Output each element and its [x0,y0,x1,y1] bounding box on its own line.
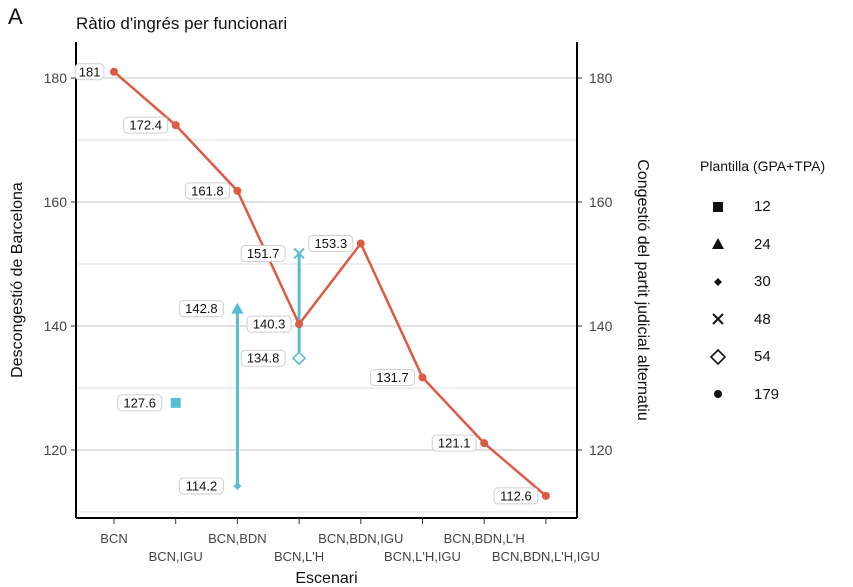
legend: Plantilla (GPA+TPA) 12 24 30 48 54 179 [700,158,825,413]
legend-label: 54 [754,348,771,366]
legend-marker [712,238,724,250]
data-point [356,239,365,248]
legend-label: 179 [754,385,780,403]
data-label: 161.8 [191,183,224,198]
data-label: 172.4 [129,118,162,133]
data-label-box [74,63,105,81]
data-point [293,247,305,260]
x-tick-label: BCN,BDN,L'H [444,531,525,546]
legend-item: 30 [700,263,825,301]
y-tick-label-right: 140 [589,318,613,334]
legend-label: 48 [754,310,771,328]
data-point [291,351,307,366]
y-tick-label-left: 140 [44,318,68,334]
data-point [110,67,118,76]
y-tick-label-right: 160 [589,194,613,210]
x-tick-label: BCN [100,531,127,546]
legend-marker [714,277,722,286]
legend-key-open-diamond-icon [700,347,736,367]
data-label-box [178,300,224,318]
data-label-box [240,244,286,262]
data-label: 140.3 [253,317,286,332]
data-label-box [240,349,286,367]
data-label: 121.1 [438,436,471,451]
data-label: 181 [79,64,101,79]
data-label-box [123,116,169,134]
data-label: 131.7 [376,370,409,385]
legend-label: 24 [754,235,771,253]
y-tick-label-right: 120 [589,442,613,458]
y-axis-title-left: Descongestió de Barcelona [9,182,26,378]
data-label-box [246,315,292,333]
x-tick-label: BCN,BDN [208,531,267,546]
data-label: 134.8 [247,351,280,366]
legend-item: 179 [700,376,825,414]
x-tick-label: BCN,L'H,IGU [384,549,461,564]
legend-label: 30 [754,273,771,291]
x-tick-label: BCN,BDN,IGU [318,531,403,546]
legend-items: 12 24 30 48 54 179 [700,188,825,413]
y-axis-title-right: Congestió del partit judicial alternatiu [634,159,651,420]
series-line [113,70,547,497]
data-label: 112.6 [500,488,532,503]
legend-item: 54 [700,338,825,376]
x-tick-label: BCN,L'H [274,549,324,564]
legend-marker [714,390,722,399]
panel-tag: A [8,4,23,29]
x-tick-label: BCN,IGU [149,549,203,564]
y-tick-label-left: 120 [44,442,68,458]
data-label: 142.8 [185,301,218,316]
data-label-box [178,477,224,495]
data-label-box [117,394,163,412]
x-axis-title: Escenari [295,570,357,587]
legend-item: 12 [700,188,825,226]
data-point [231,302,244,314]
data-label-box [370,368,415,386]
y-tick-label-left: 180 [44,70,68,86]
data-point [171,121,180,130]
y-tick-label-left: 160 [44,194,68,210]
legend-key-triangle-icon [700,234,736,254]
data-point [418,373,427,382]
legend-item: 24 [700,226,825,264]
data-label: 151.7 [247,246,280,261]
data-label: 114.2 [186,478,218,493]
legend-key-diamond-icon [700,272,736,292]
legend-label: 12 [754,198,771,216]
data-point [480,439,489,448]
data-label-box [184,182,230,200]
data-point [295,320,304,329]
data-point [170,397,181,408]
chart-title: Ràtio d'ingrés per funcionari [76,14,288,33]
data-label: 127.6 [123,395,156,410]
legend-title: Plantilla (GPA+TPA) [700,158,826,174]
data-label-box [431,434,477,452]
x-tick-label: BCN,BDN,L'H,IGU [492,549,600,564]
data-point [541,491,550,500]
data-point [233,186,242,195]
y-tick-label-right: 180 [589,70,613,86]
legend-key-circle-icon [700,384,736,404]
legend-key-square-icon [700,197,736,217]
data-label: 153.3 [315,236,348,251]
data-point [233,481,242,490]
data-label-box [493,487,539,505]
legend-marker [709,348,727,365]
legend-marker [712,313,724,325]
legend-item: 48 [700,301,825,339]
legend-marker [713,201,723,212]
legend-key-cross-icon [700,309,736,329]
data-label-box [308,235,354,253]
